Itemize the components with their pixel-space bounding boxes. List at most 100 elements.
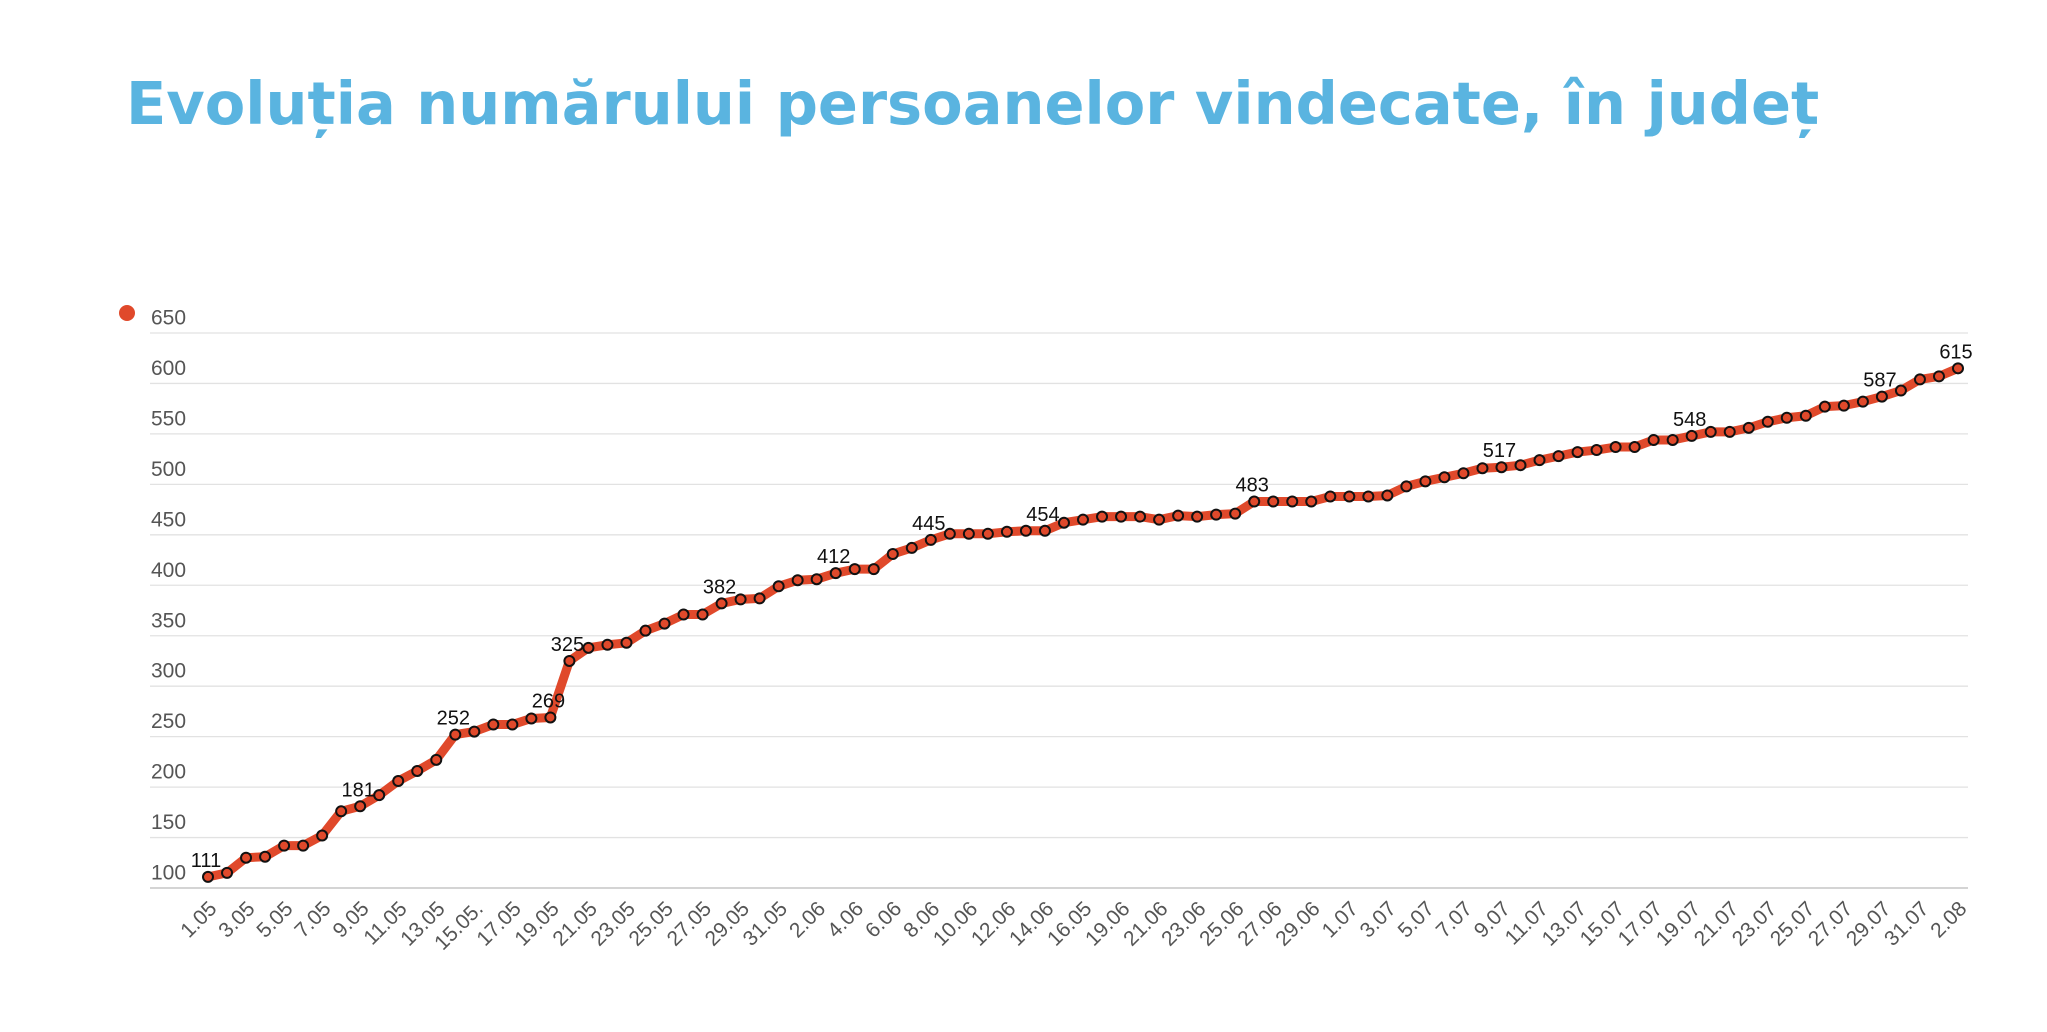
data-point (525, 712, 538, 725)
data-point (1400, 480, 1413, 493)
data-point (810, 573, 823, 586)
data-point (1343, 490, 1356, 503)
data-point (1457, 467, 1470, 480)
y-tick-label: 550 (151, 407, 186, 430)
data-point (1818, 400, 1831, 413)
y-tick-label: 650 (151, 307, 186, 330)
data-label: 111 (191, 850, 221, 872)
x-tick-label: 4.06 (823, 897, 868, 942)
data-point (639, 624, 652, 637)
data-point (468, 725, 481, 738)
data-point (430, 753, 443, 766)
x-tick-label: 1.07 (1318, 897, 1363, 942)
data-point (981, 527, 994, 540)
data-label: 325 (551, 634, 584, 656)
x-tick-label: 7.05 (290, 897, 335, 942)
data-point (1761, 415, 1774, 428)
data-point (316, 829, 329, 842)
data-point (1324, 490, 1337, 503)
data-label: 454 (1026, 504, 1059, 526)
data-point (1590, 444, 1603, 457)
data-point (259, 850, 272, 863)
y-tick-label: 450 (151, 508, 186, 531)
data-point (563, 654, 576, 667)
data-point (1875, 390, 1888, 403)
data-point (1552, 450, 1565, 463)
x-tick-label: 31.05 (739, 897, 792, 950)
data-label: 445 (912, 513, 945, 535)
data-point (1077, 513, 1089, 526)
x-tick-label: 2.08 (1926, 897, 1971, 942)
data-point (791, 574, 804, 587)
data-label: 483 (1236, 475, 1269, 497)
data-point (867, 563, 880, 576)
data-point (1704, 425, 1717, 438)
data-point (1038, 524, 1051, 537)
data-label: 517 (1483, 440, 1516, 462)
x-tick-label: 31.07 (1880, 897, 1933, 950)
data-point (1514, 459, 1527, 472)
data-point (297, 839, 310, 852)
data-label: 412 (817, 546, 850, 568)
data-point (1381, 489, 1394, 502)
data-point (1419, 475, 1432, 488)
data-point (753, 592, 766, 605)
data-point (1533, 454, 1546, 467)
data-point (449, 728, 462, 741)
data-point (1172, 509, 1185, 522)
data-label: 181 (341, 779, 374, 801)
data-point (1115, 510, 1128, 523)
data-point (1476, 462, 1489, 475)
data-point (1723, 425, 1736, 438)
data-point (1057, 516, 1070, 529)
y-tick-label: 600 (151, 357, 186, 380)
x-tick-label: 29.06 (1271, 897, 1324, 950)
data-point (411, 764, 424, 777)
y-tick-label: 500 (151, 458, 186, 481)
data-point (848, 563, 861, 576)
data-point (1932, 370, 1945, 383)
y-tick-label: 250 (151, 710, 186, 733)
data-point (1210, 508, 1223, 521)
y-tick-label: 400 (151, 559, 186, 582)
data-point (1609, 441, 1622, 454)
data-point (1362, 490, 1375, 503)
data-point (582, 641, 595, 654)
data-point (278, 839, 291, 852)
data-point (696, 608, 709, 621)
data-point (544, 711, 557, 724)
data-point (943, 527, 956, 540)
data-point (392, 775, 405, 788)
y-tick-label: 100 (151, 862, 186, 885)
data-point (1571, 446, 1584, 459)
data-label: 252 (437, 708, 470, 730)
data-point (1286, 495, 1299, 508)
x-tick-label: 1.05 (176, 897, 221, 942)
data-label: 269 (532, 690, 565, 712)
data-point (905, 541, 918, 554)
data-point (1305, 495, 1318, 508)
data-point (962, 527, 975, 540)
legend-marker (119, 305, 135, 321)
data-point (658, 617, 671, 630)
data-point (1894, 384, 1907, 397)
data-label: 382 (703, 576, 736, 598)
data-point (772, 580, 785, 593)
series-line (207, 364, 1960, 882)
x-tick-label: 7.07 (1432, 897, 1477, 942)
data-label: 548 (1673, 409, 1706, 431)
data-point (1229, 507, 1242, 520)
data-point (1019, 524, 1032, 537)
data-point (1913, 373, 1926, 386)
x-tick-label: 5.05 (252, 897, 297, 942)
data-point (335, 805, 348, 818)
data-point (1666, 433, 1679, 446)
data-point (506, 718, 519, 731)
data-point (1742, 421, 1755, 434)
data-point (1780, 411, 1793, 424)
data-point (1191, 510, 1204, 523)
x-tick-label: 5.07 (1394, 897, 1439, 942)
data-point (221, 866, 234, 879)
y-tick-label: 300 (151, 660, 186, 683)
data-point (1134, 510, 1147, 523)
